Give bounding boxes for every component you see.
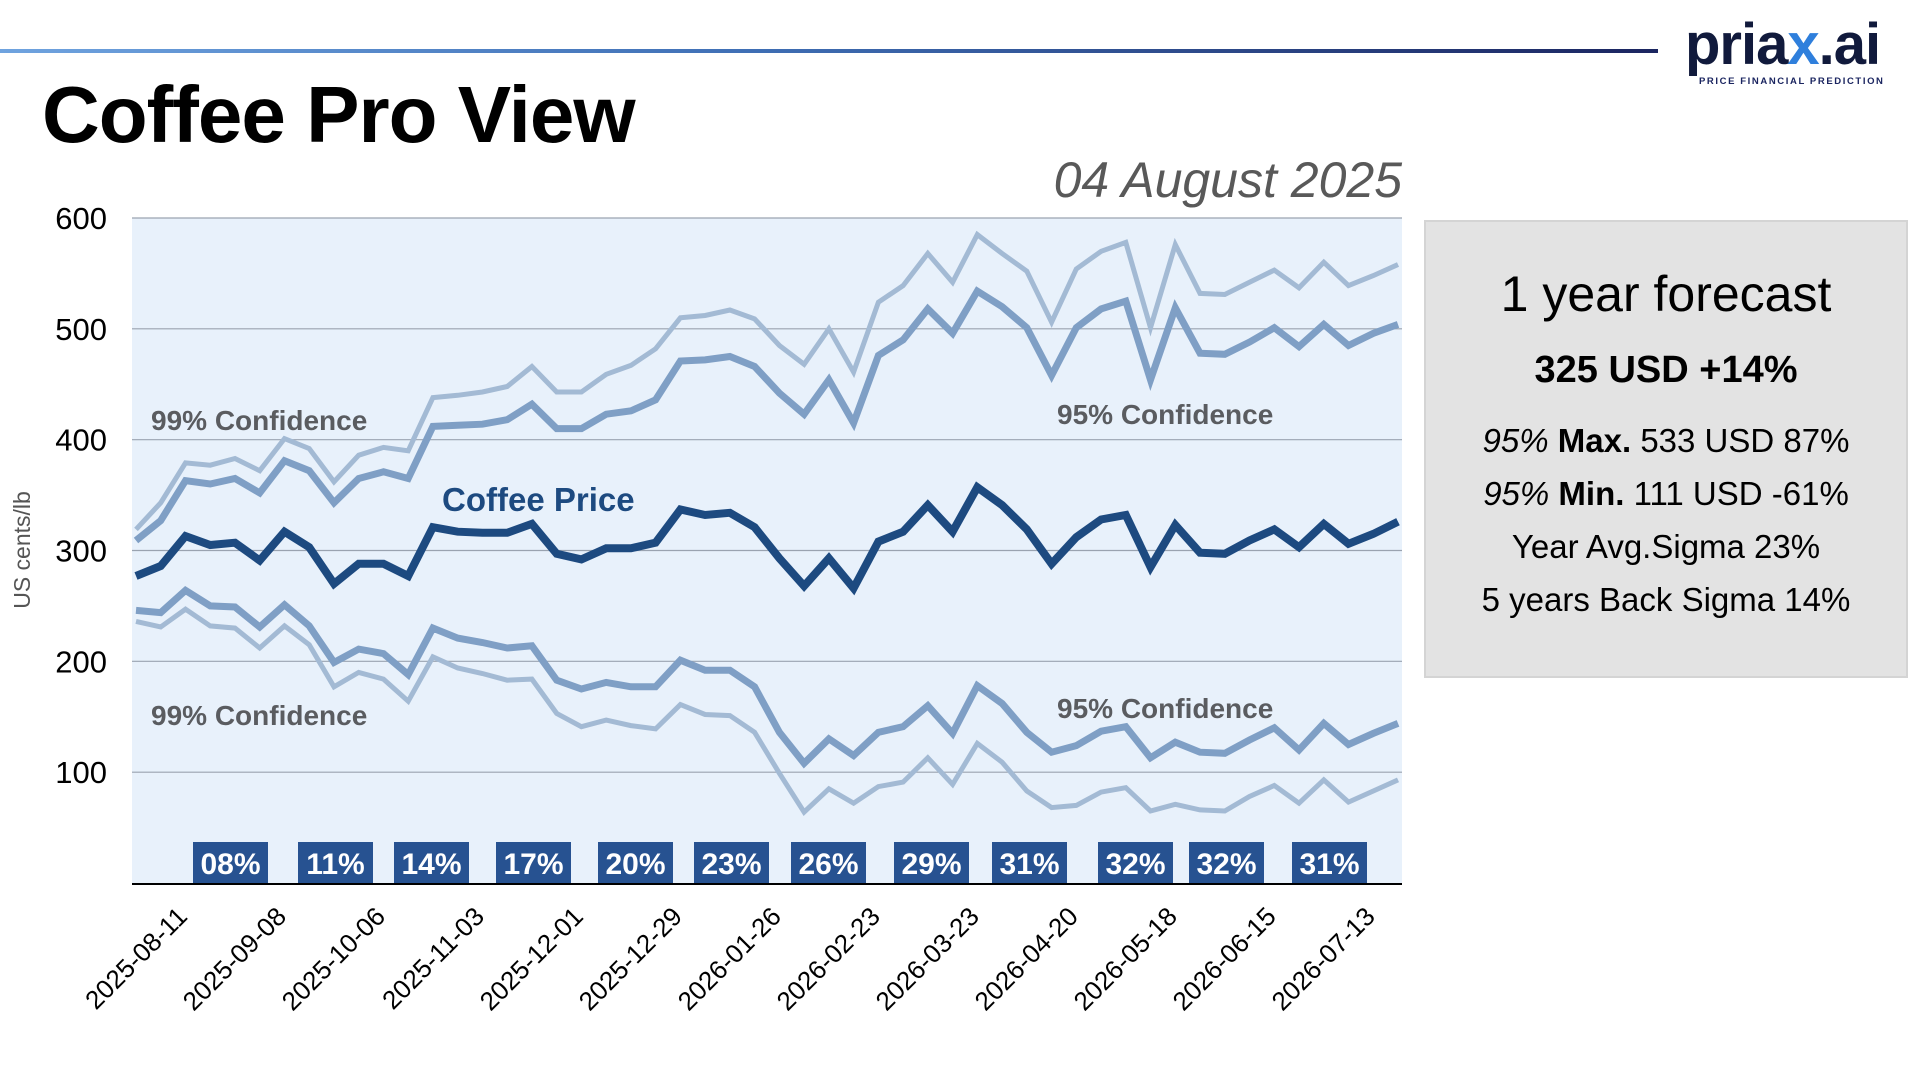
x-tick-label: 2025-10-06 xyxy=(276,901,391,1016)
sigma-badge-label: 32% xyxy=(1196,848,1256,881)
min-label: Min. xyxy=(1558,475,1625,512)
sigma-badges: 08% 11% 14% 17% 20% 23% 26% 29% 31% 32% 32% 31% xyxy=(193,842,1367,883)
x-tick-label: 2025-09-08 xyxy=(177,901,292,1016)
x-tick-labels: 2025-08-112025-09-082025-10-062025-11-03… xyxy=(79,901,1381,1016)
sigma-badge xyxy=(694,842,769,883)
x-tick-label: 2026-06-15 xyxy=(1167,901,1282,1016)
x-tick-label: 2025-08-11 xyxy=(79,901,193,1015)
y-tick-label: 600 xyxy=(55,201,107,236)
series-lines xyxy=(133,230,1400,816)
x-tick-label: 2026-05-18 xyxy=(1068,901,1183,1016)
x-tick-label: 2025-12-29 xyxy=(573,901,688,1016)
series-95-confidence-lower xyxy=(135,586,1400,769)
forecast-title: 1 year forecast xyxy=(1500,266,1832,322)
price-forecast-chart: 100 200 300 400 500 600 US cents/lb 08% 11% 14%… xyxy=(9,201,1402,1016)
sigma-badge xyxy=(1189,842,1264,883)
sigma-badge-label: 08% xyxy=(200,848,260,881)
annotation-99-lower: 99% Confidence xyxy=(151,700,367,731)
back-sigma: 5 years Back Sigma 14% xyxy=(1481,581,1851,618)
sigma-badge xyxy=(298,842,373,883)
y-tick-label: 400 xyxy=(55,423,107,458)
x-tick-label: 2026-02-23 xyxy=(771,901,886,1016)
series-99-confidence-lower xyxy=(135,606,1400,816)
sigma-badge xyxy=(496,842,571,883)
annotation-95-upper: 95% Confidence xyxy=(1057,399,1273,430)
annotation-coffee-price: Coffee Price xyxy=(442,481,635,518)
page-title: Coffee Pro View xyxy=(42,70,636,159)
y-tick-label: 500 xyxy=(55,312,107,347)
y-tick-label: 300 xyxy=(55,534,107,569)
x-tick-label: 2026-07-13 xyxy=(1265,901,1380,1016)
sigma-badge xyxy=(598,842,673,883)
series-coffee-price xyxy=(134,481,1400,596)
sigma-badge xyxy=(791,842,866,883)
sigma-badge xyxy=(394,842,469,883)
logo-text-x: x xyxy=(1787,12,1819,77)
y-tick-labels: 100 200 300 400 500 600 xyxy=(55,201,107,790)
sigma-badge xyxy=(894,842,969,883)
sigma-badge-label: 29% xyxy=(901,848,961,881)
sigma-badge xyxy=(193,842,268,883)
forecast-panel: 1 year forecast 325 USD +14% 95% Max. 53… xyxy=(1424,220,1908,678)
sigma-badge-label: 26% xyxy=(798,848,858,881)
report-date: 04 August 2025 xyxy=(1053,152,1402,208)
x-tick-label: 2026-01-26 xyxy=(672,901,787,1016)
sigma-badge-label: 31% xyxy=(1299,848,1359,881)
sigma-badge-label: 32% xyxy=(1105,848,1165,881)
sigma-badge-label: 20% xyxy=(605,848,665,881)
forecast-headline: 325 USD +14% xyxy=(1534,349,1798,391)
sigma-badge-label: 11% xyxy=(306,848,364,881)
sigma-badge-label: 31% xyxy=(999,848,1059,881)
x-tick-label: 2026-04-20 xyxy=(969,901,1084,1016)
sigma-badge-label: 14% xyxy=(401,848,461,881)
year-avg-sigma: Year Avg.Sigma 23% xyxy=(1511,528,1821,565)
series-99-confidence-upper xyxy=(134,230,1400,532)
logo-tagline: PRICE FINANCIAL PREDICTION xyxy=(1699,76,1885,87)
sigma-badge xyxy=(1292,842,1367,883)
sigma-badge xyxy=(992,842,1067,883)
x-tick-label: 2025-11-03 xyxy=(376,901,490,1015)
logo-wordmark: priax.ai xyxy=(1685,12,1881,77)
priax-logo: priax.ai PRICE FINANCIAL PREDICTION xyxy=(1685,12,1895,88)
forecast-max-line: 95% Max. 533 USD 87% xyxy=(1426,414,1906,467)
min-confidence: 95% xyxy=(1483,475,1550,512)
x-tick-label: 2026-03-23 xyxy=(870,901,985,1016)
min-value: 111 USD -61% xyxy=(1633,475,1849,512)
x-tick-label: 2025-12-01 xyxy=(474,901,589,1016)
forecast-min-line: 95% Min. 111 USD -61% xyxy=(1426,467,1906,520)
sigma-badge xyxy=(1098,842,1173,883)
max-value: 533 USD 87% xyxy=(1640,422,1850,459)
sigma-badge-label: 17% xyxy=(503,848,563,881)
max-confidence: 95% xyxy=(1482,422,1549,459)
y-axis-title: US cents/lb xyxy=(9,491,35,609)
max-label: Max. xyxy=(1557,422,1632,459)
logo-text-prefix: pria xyxy=(1685,12,1788,77)
series-95-confidence-upper xyxy=(133,286,1400,544)
annotation-95-lower: 95% Confidence xyxy=(1057,693,1273,724)
sigma-badge-label: 23% xyxy=(701,848,761,881)
header-divider xyxy=(0,49,1658,53)
annotation-99-upper: 99% Confidence xyxy=(151,405,367,436)
y-tick-label: 200 xyxy=(55,644,107,679)
logo-text-suffix: .ai xyxy=(1818,12,1881,77)
y-tick-label: 100 xyxy=(55,755,107,790)
